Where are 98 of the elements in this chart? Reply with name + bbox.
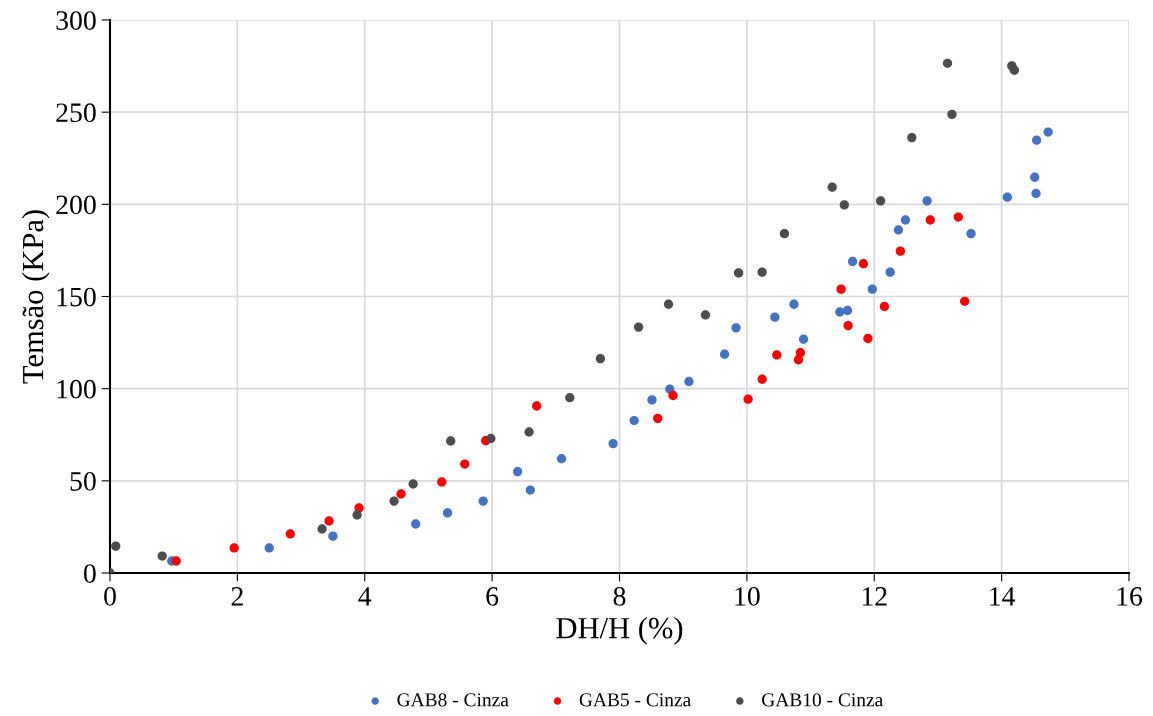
y-tick-label: 200 <box>56 195 96 215</box>
point <box>328 531 338 541</box>
point <box>157 551 167 561</box>
point <box>839 200 849 210</box>
point <box>867 284 877 294</box>
point <box>524 427 534 437</box>
x-tick-label: 16 <box>1117 587 1143 606</box>
point <box>111 541 121 551</box>
x-tick-label: 14 <box>990 587 1016 606</box>
point <box>264 543 274 553</box>
point <box>1031 188 1041 199</box>
point <box>942 58 953 68</box>
x-tick-label: 4 <box>358 587 372 606</box>
point <box>352 510 362 520</box>
point <box>743 394 753 404</box>
point <box>633 322 644 332</box>
point <box>757 267 767 277</box>
point <box>719 349 730 359</box>
point <box>317 524 327 534</box>
point <box>684 376 694 387</box>
point <box>700 310 711 320</box>
point <box>925 215 935 225</box>
point <box>770 312 780 322</box>
x-tick-label: 6 <box>486 587 499 606</box>
point <box>960 296 970 306</box>
point <box>647 395 657 405</box>
point <box>836 284 846 294</box>
point <box>893 225 904 235</box>
point <box>608 438 618 449</box>
point <box>757 374 767 384</box>
y-axis-title: Temsão (KPa) <box>21 210 50 384</box>
point <box>885 267 895 277</box>
point <box>795 348 806 358</box>
point <box>895 246 906 256</box>
point <box>1002 192 1013 202</box>
point <box>875 196 886 206</box>
point <box>446 436 456 446</box>
legend-label: GAB8 - Cinza <box>397 693 509 707</box>
point <box>827 182 837 192</box>
legend-label: GAB5 - Cinza <box>579 693 691 707</box>
point <box>565 393 575 403</box>
y-tick-label: 100 <box>57 379 96 399</box>
point <box>966 228 976 239</box>
point <box>460 459 470 469</box>
point <box>863 333 873 344</box>
point <box>900 215 911 225</box>
point <box>653 413 663 423</box>
point <box>595 353 606 364</box>
y-tick-label: 50 <box>70 472 96 491</box>
point <box>953 212 963 222</box>
point <box>442 508 453 518</box>
point <box>408 479 418 489</box>
point <box>733 268 744 278</box>
point <box>171 556 181 566</box>
point <box>389 496 399 506</box>
point <box>947 109 957 120</box>
point <box>1031 135 1042 145</box>
x-tick-label: 12 <box>862 587 887 606</box>
point <box>842 305 853 316</box>
point <box>478 496 488 506</box>
point <box>229 543 239 553</box>
point <box>324 516 334 526</box>
point <box>629 415 639 426</box>
point <box>907 132 917 143</box>
point <box>486 433 496 444</box>
point <box>668 390 678 401</box>
point <box>731 323 741 333</box>
point <box>411 519 421 529</box>
point <box>525 485 535 495</box>
point <box>922 196 932 206</box>
y-tick-label: 250 <box>56 103 96 123</box>
point <box>847 256 858 267</box>
point <box>285 529 295 539</box>
point <box>1030 172 1040 182</box>
point <box>1043 127 1053 137</box>
x-tick-label: 2 <box>231 587 243 606</box>
point <box>512 466 523 477</box>
point <box>532 401 542 411</box>
y-tick-label: 0 <box>83 564 96 583</box>
point <box>789 299 799 309</box>
point <box>1009 65 1020 75</box>
legend-label: GAB10 - Cinza <box>762 693 883 707</box>
x-axis-title: DH/H (%) <box>556 616 683 645</box>
x-tick-label: 8 <box>613 587 626 606</box>
point <box>798 334 809 344</box>
point <box>779 228 790 239</box>
point <box>663 299 674 309</box>
y-tick-label: 150 <box>57 287 96 307</box>
point <box>396 489 406 499</box>
point <box>843 320 853 331</box>
x-tick-label: 0 <box>104 587 116 606</box>
point <box>556 454 567 464</box>
point <box>772 350 782 360</box>
x-tick-label: 10 <box>735 587 760 606</box>
point <box>858 259 869 269</box>
point <box>437 477 447 487</box>
point <box>879 301 890 312</box>
y-tick-label: 300 <box>56 11 96 30</box>
